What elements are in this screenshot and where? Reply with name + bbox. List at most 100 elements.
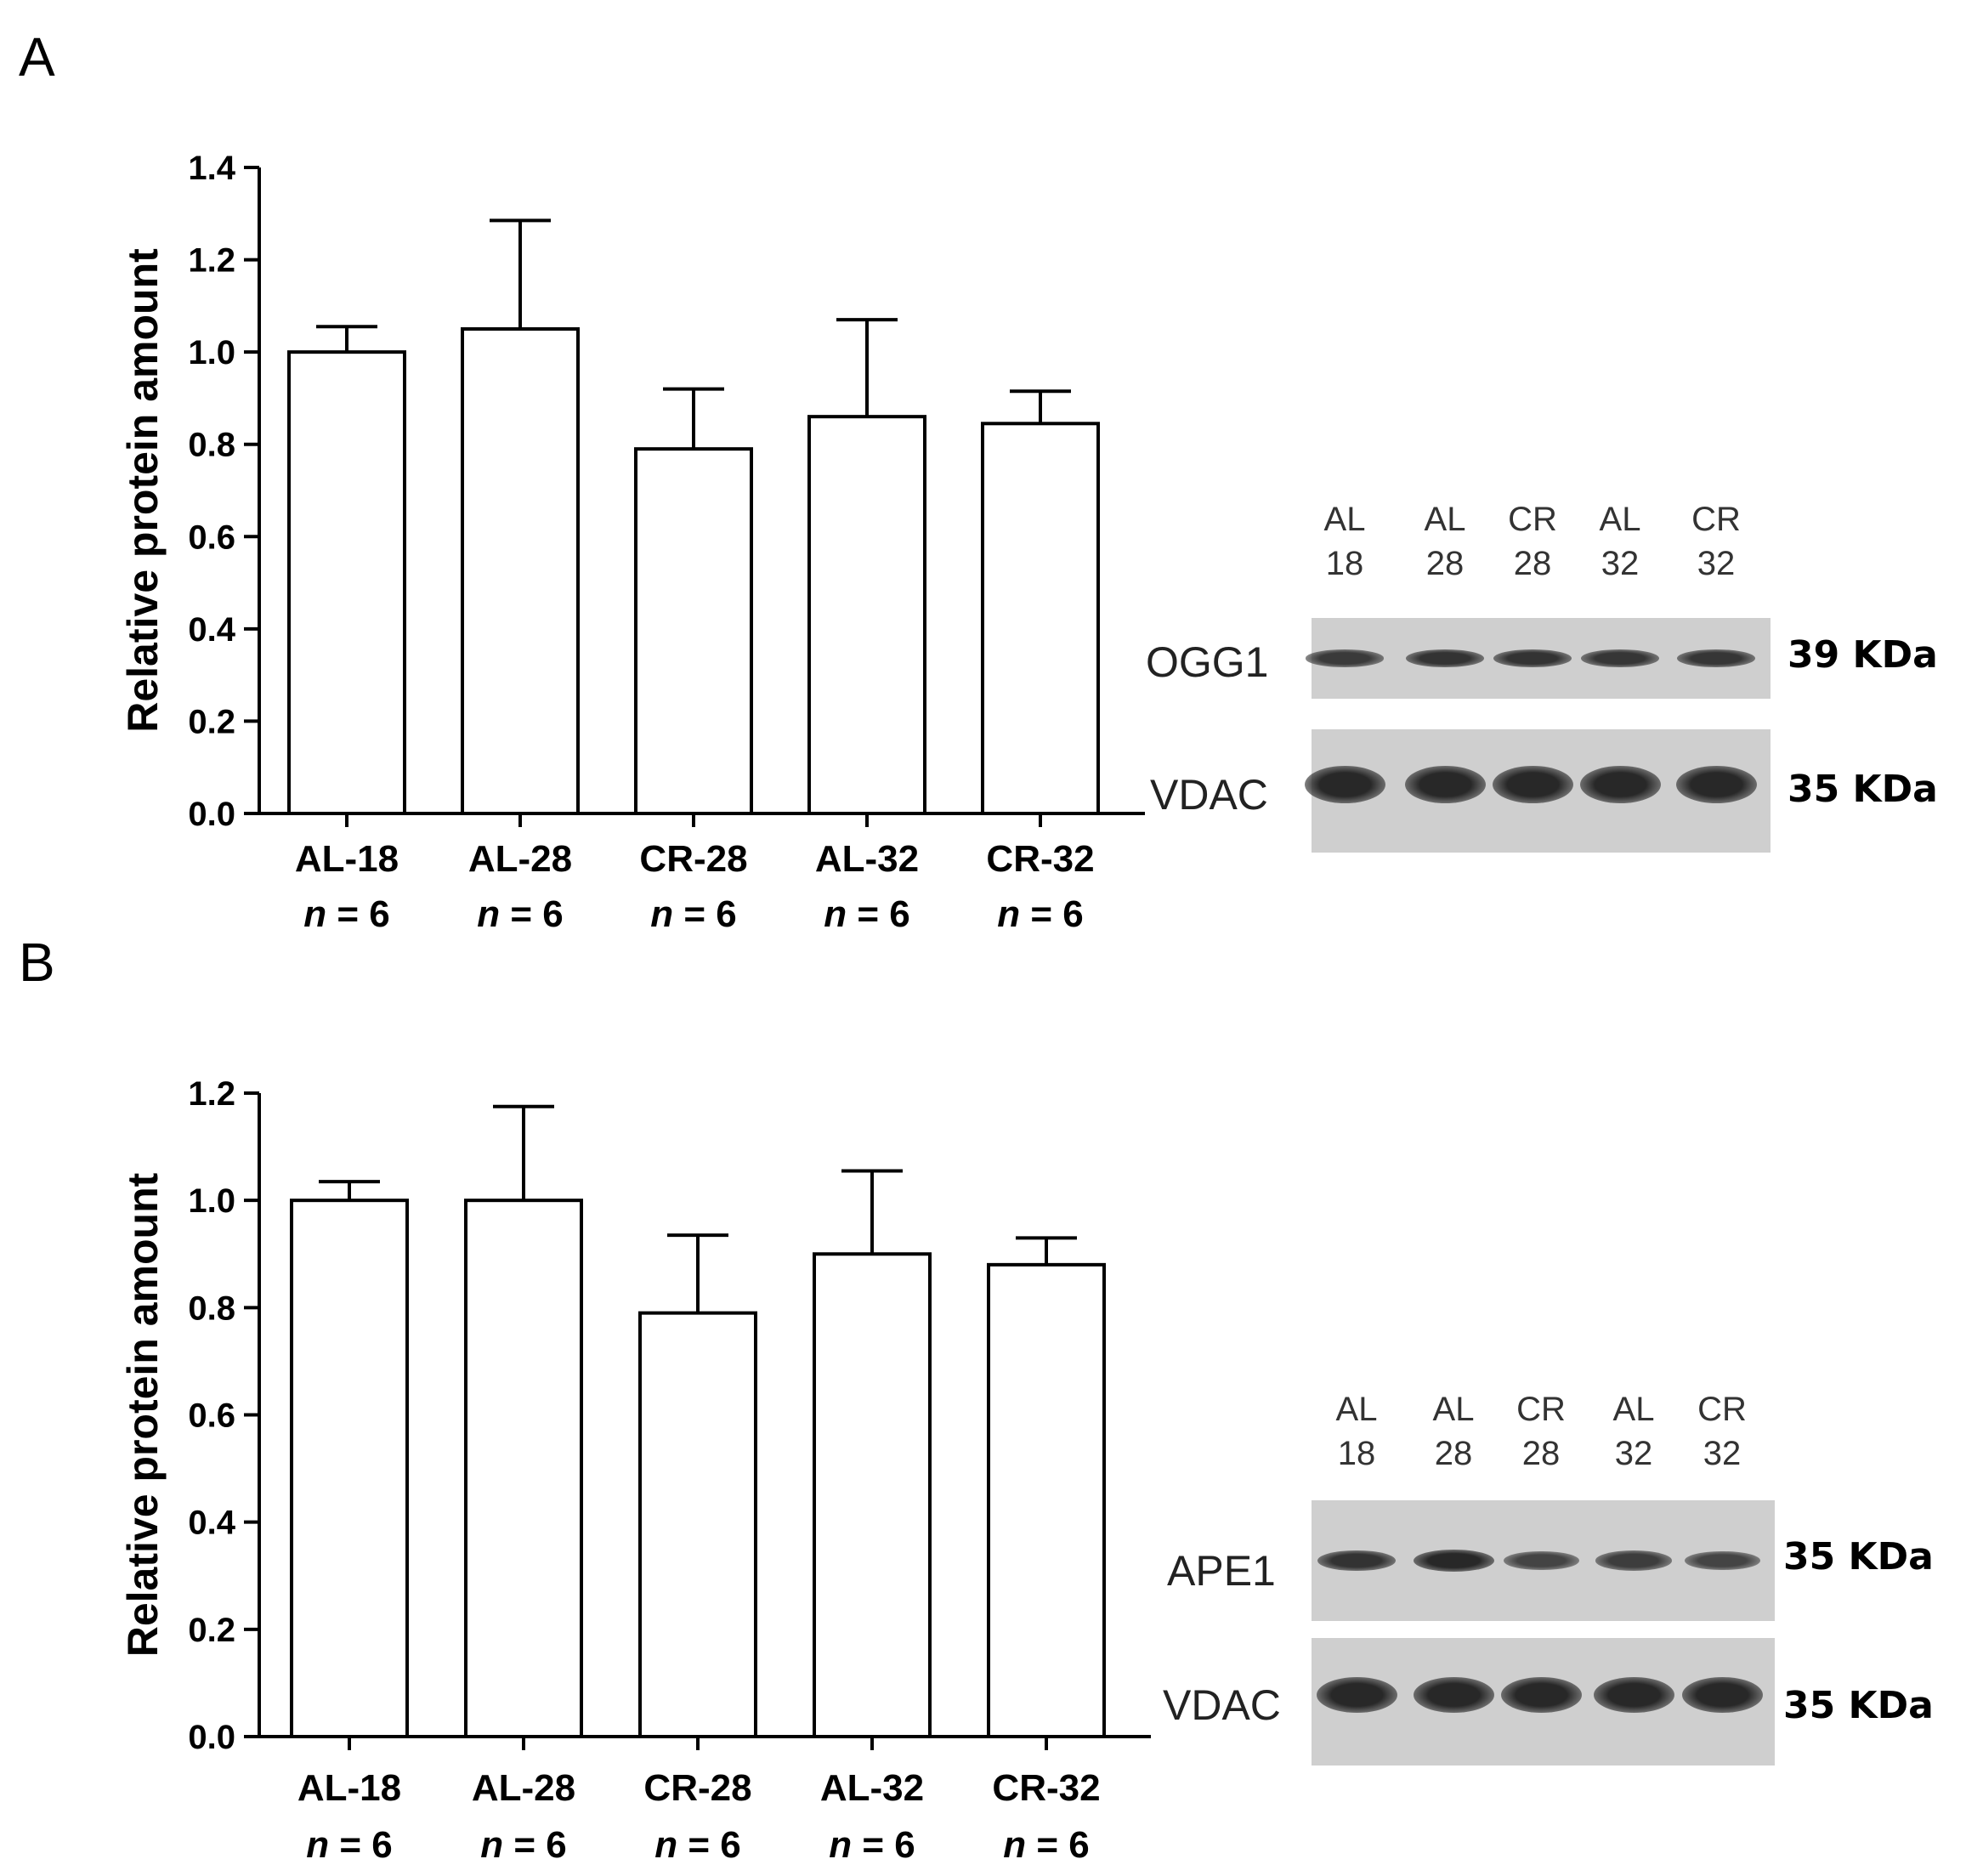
y-tick-label: 0.0 xyxy=(188,796,235,833)
lane-header: CR 32 xyxy=(1688,1387,1756,1476)
y-tick-label: 0.0 xyxy=(188,1719,235,1756)
lane-age: 32 xyxy=(1697,545,1736,582)
lane-header: AL 32 xyxy=(1586,497,1654,586)
lane-group: CR xyxy=(1697,1391,1747,1428)
bar xyxy=(464,1199,583,1738)
y-tick-label: 0.4 xyxy=(188,1505,235,1542)
molecular-weight-label: 39 KDa xyxy=(1788,633,1938,677)
lane-age: 28 xyxy=(1513,545,1552,582)
n-label: n = 6 xyxy=(480,1824,567,1866)
y-tick-label: 0.8 xyxy=(188,1289,235,1327)
lane-group: AL xyxy=(1432,1391,1475,1428)
category-label: AL-28 xyxy=(472,1767,575,1809)
category-label: AL-18 xyxy=(295,838,399,880)
blot-band xyxy=(1595,1550,1673,1571)
lane-group: AL xyxy=(1323,501,1366,538)
category-label: AL-28 xyxy=(468,838,572,880)
n-label: n = 6 xyxy=(303,893,390,935)
bar xyxy=(461,327,580,815)
blot-band xyxy=(1503,1550,1579,1571)
lane-group: AL xyxy=(1599,501,1641,538)
lane-header: AL 28 xyxy=(1419,1387,1487,1476)
y-axis-label: Relative protein amount xyxy=(119,248,167,733)
category-label: AL-32 xyxy=(820,1767,924,1809)
bar xyxy=(813,1252,932,1738)
n-label: n = 6 xyxy=(1003,1824,1090,1866)
lane-header: AL 18 xyxy=(1311,497,1379,586)
y-tick-label: 0.6 xyxy=(188,1397,235,1435)
blot-band xyxy=(1684,1550,1760,1571)
blot-band xyxy=(1404,765,1486,803)
bar xyxy=(638,1311,757,1739)
blot-band xyxy=(1405,649,1485,667)
molecular-weight-label: 35 KDa xyxy=(1783,1684,1934,1727)
n-label: n = 6 xyxy=(306,1824,393,1866)
protein-label: VDAC xyxy=(1150,771,1268,819)
y-tick-label: 0.2 xyxy=(188,1612,235,1649)
category-label: CR-28 xyxy=(643,1767,751,1809)
y-tick-label: 1.4 xyxy=(188,150,235,187)
blot-band xyxy=(1316,1677,1397,1713)
lane-header: CR 28 xyxy=(1499,497,1567,586)
bar xyxy=(290,1199,409,1738)
blot-band xyxy=(1413,1677,1494,1713)
n-label: n = 6 xyxy=(654,1824,741,1866)
bar xyxy=(987,1262,1106,1739)
y-tick-label: 1.2 xyxy=(188,242,235,280)
lane-group: CR xyxy=(1691,501,1741,538)
blot-band xyxy=(1493,649,1572,667)
bar xyxy=(634,447,753,816)
lane-age: 28 xyxy=(1434,1435,1473,1472)
lane-age: 28 xyxy=(1521,1435,1561,1472)
molecular-weight-label: 35 KDa xyxy=(1783,1535,1934,1578)
bar xyxy=(287,350,406,815)
lane-age: 32 xyxy=(1601,545,1640,582)
n-label: n = 6 xyxy=(997,893,1084,935)
molecular-weight-label: 35 KDa xyxy=(1788,768,1938,811)
y-tick-label: 0.2 xyxy=(188,703,235,740)
lane-age: 32 xyxy=(1614,1435,1653,1472)
blot-band xyxy=(1492,765,1573,803)
category-label: CR-32 xyxy=(992,1767,1100,1809)
blot-band xyxy=(1675,765,1757,803)
category-label: AL-18 xyxy=(297,1767,401,1809)
lane-header: CR 28 xyxy=(1507,1387,1575,1476)
lane-age: 18 xyxy=(1337,1435,1376,1472)
category-label: AL-32 xyxy=(815,838,919,880)
y-tick-label: 0.8 xyxy=(188,427,235,464)
lane-header: AL 32 xyxy=(1600,1387,1668,1476)
blot-band xyxy=(1593,1677,1674,1713)
y-tick-label: 1.0 xyxy=(188,334,235,371)
y-tick-label: 0.4 xyxy=(188,611,235,649)
protein-label: APE1 xyxy=(1167,1547,1276,1595)
blot-band xyxy=(1677,649,1755,667)
panel-b-bar-chart: 0.0 0.2 0.4 0.6 0.8 1.0 1.2 Relative protein am… xyxy=(119,1075,1151,1866)
lane-age: 18 xyxy=(1325,545,1364,582)
y-tick-label: 1.0 xyxy=(188,1182,235,1220)
bar xyxy=(981,422,1100,815)
panel-b-letter: B xyxy=(19,932,55,993)
blot-band xyxy=(1500,1677,1582,1713)
blot-band xyxy=(1317,1550,1397,1572)
lane-group: AL xyxy=(1612,1391,1655,1428)
lane-group: CR xyxy=(1516,1391,1566,1428)
n-label: n = 6 xyxy=(829,1824,915,1866)
category-label: CR-32 xyxy=(986,838,1094,880)
y-tick-label: 0.6 xyxy=(188,519,235,556)
lane-header: CR 32 xyxy=(1682,497,1750,586)
blot-band xyxy=(1413,1550,1494,1572)
blot-band xyxy=(1681,1677,1763,1713)
blot-band xyxy=(1579,765,1661,803)
n-label: n = 6 xyxy=(477,893,564,935)
y-axis-label: Relative protein amount xyxy=(119,1172,167,1657)
n-label: n = 6 xyxy=(824,893,910,935)
blot-band xyxy=(1581,649,1659,667)
y-tick-label: 1.2 xyxy=(188,1075,235,1113)
protein-label: OGG1 xyxy=(1146,638,1269,686)
lane-age: 32 xyxy=(1703,1435,1742,1472)
lane-group: CR xyxy=(1508,501,1557,538)
protein-label: VDAC xyxy=(1163,1681,1281,1729)
bar xyxy=(807,415,926,815)
blot-band xyxy=(1306,649,1384,667)
panel-a-bar-chart: 0.0 0.2 0.4 0.6 0.8 1.0 1.2 1.4 Relative protein… xyxy=(119,150,1145,935)
